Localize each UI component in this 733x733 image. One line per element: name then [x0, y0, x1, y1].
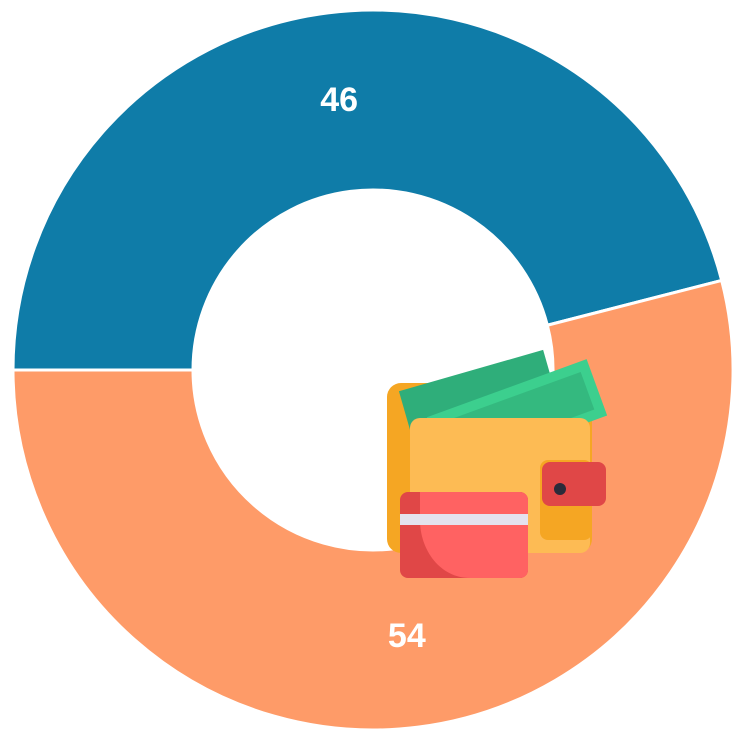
donut-segment	[11, 8, 724, 372]
wallet-icon	[387, 349, 608, 578]
segment-label: 46	[320, 81, 358, 119]
segments	[11, 8, 733, 732]
segment-label: 54	[388, 617, 426, 655]
labels: 46 54	[320, 81, 426, 655]
